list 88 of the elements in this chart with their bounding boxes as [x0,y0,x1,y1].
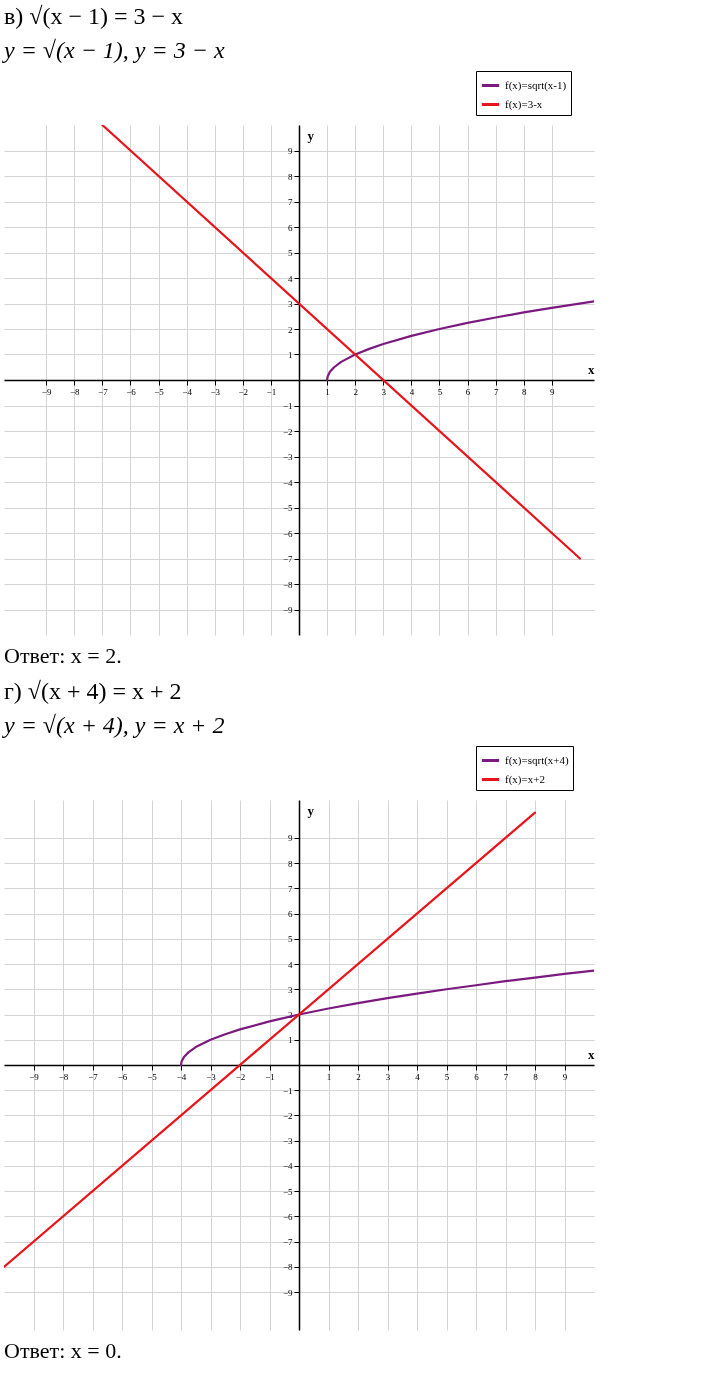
x-tick-label: −7 [98,386,109,397]
x-tick-label: 2 [356,1071,361,1082]
y-tick-label: −1 [282,401,293,411]
x-tick-label: 4 [415,1071,421,1082]
x-tick-label: 5 [437,386,443,397]
legend-label: f(x)=sqrt(x+4) [505,753,570,767]
y-tick-label: 4 [288,273,293,284]
y-tick-label: −6 [282,528,293,539]
y-tick-label: −8 [282,579,293,590]
x-axis-title: x [588,1046,595,1062]
y-tick-label: 2 [288,324,293,335]
y-tick-label: −6 [282,1211,293,1222]
x-tick-label: 9 [562,1071,568,1082]
y-tick-label: 7 [288,883,293,894]
x-axis-title: x [588,361,595,377]
x-tick-label: −8 [58,1071,69,1082]
x-tick-label: 8 [533,1071,539,1082]
x-tick-label: 8 [522,386,528,397]
legend-label: f(x)=sqrt(x-1) [505,78,567,92]
y-tick-label: 5 [288,934,293,945]
x-tick-label: −3 [206,1071,217,1082]
y-axis-title: y [307,802,315,818]
chart-subtitle: y = √(x + 4), y = x + 2 [2,711,225,738]
y-tick-label: −3 [282,452,293,462]
x-tick-label: −6 [117,1071,128,1082]
y-axis-title: y [307,127,315,143]
chart-title: г) √(x + 4) = x + 2 [4,677,182,704]
x-tick-label: 7 [493,386,499,397]
x-tick-label: −3 [210,386,221,397]
y-tick-label: 3 [288,299,293,309]
x-tick-label: 1 [326,1071,332,1082]
y-tick-label: 6 [288,909,293,920]
y-tick-label: −9 [282,1287,293,1298]
x-tick-label: 3 [381,386,387,397]
y-tick-label: 4 [288,959,293,970]
y-tick-label: −2 [282,1110,293,1121]
x-tick-label: −1 [266,386,277,397]
legend-label: f(x)=3-x [505,97,543,111]
x-tick-label: −9 [41,386,52,397]
y-tick-label: 7 [288,197,293,207]
x-tick-label: 9 [550,386,556,397]
x-tick-label: −1 [265,1071,275,1082]
legend-label: f(x)=x+2 [505,772,545,786]
y-tick-label: −5 [282,503,293,513]
y-tick-label: −7 [282,1237,293,1248]
x-tick-label: −5 [147,1071,158,1082]
line-series [326,300,594,382]
x-tick-label: −2 [235,1071,246,1082]
x-tick-label: 7 [503,1071,509,1082]
x-tick-label: 4 [409,386,415,397]
x-tick-label: −2 [238,386,249,397]
y-tick-label: −5 [282,1186,293,1197]
y-tick-label: 9 [288,146,293,156]
y-tick-label: 8 [288,858,293,869]
text: Ответ: x = 2. [4,643,123,669]
x-tick-label: −9 [29,1071,40,1082]
y-tick-label: 8 [288,171,293,182]
x-tick-label: −5 [154,386,165,397]
y-tick-label: −4 [282,477,293,488]
y-tick-label: −3 [282,1136,293,1147]
x-tick-label: −4 [182,386,193,397]
y-tick-label: 1 [288,1035,293,1046]
x-tick-label: −4 [176,1071,187,1082]
y-tick-label: −7 [282,554,293,564]
x-tick-label: −7 [88,1071,99,1082]
y-tick-label: 9 [288,833,293,844]
chart-subtitle: y = √(x − 1), y = 3 − x [2,36,225,63]
y-tick-label: 3 [288,984,293,995]
x-tick-label: 5 [444,1071,450,1082]
y-tick-label: 6 [288,222,293,233]
y-tick-label: 2 [288,1010,293,1021]
line-series [179,969,594,1067]
text: Ответ: x = 0. [4,1338,123,1364]
y-tick-label: −4 [282,1161,293,1172]
y-tick-label: −1 [282,1085,293,1096]
x-tick-label: −8 [69,386,81,397]
y-tick-label: −9 [282,605,293,615]
chart-title: в) √(x − 1) = 3 − x [4,2,184,29]
x-tick-label: −6 [126,386,137,397]
x-tick-label: 2 [353,386,358,397]
y-tick-label: 1 [288,350,293,360]
x-tick-label: 3 [385,1071,391,1082]
x-tick-label: 1 [325,386,330,397]
x-tick-label: 6 [474,1071,480,1082]
y-tick-label: −2 [282,426,293,437]
y-tick-label: −8 [282,1262,293,1273]
x-tick-label: 6 [465,386,471,397]
y-tick-label: 5 [288,248,293,258]
